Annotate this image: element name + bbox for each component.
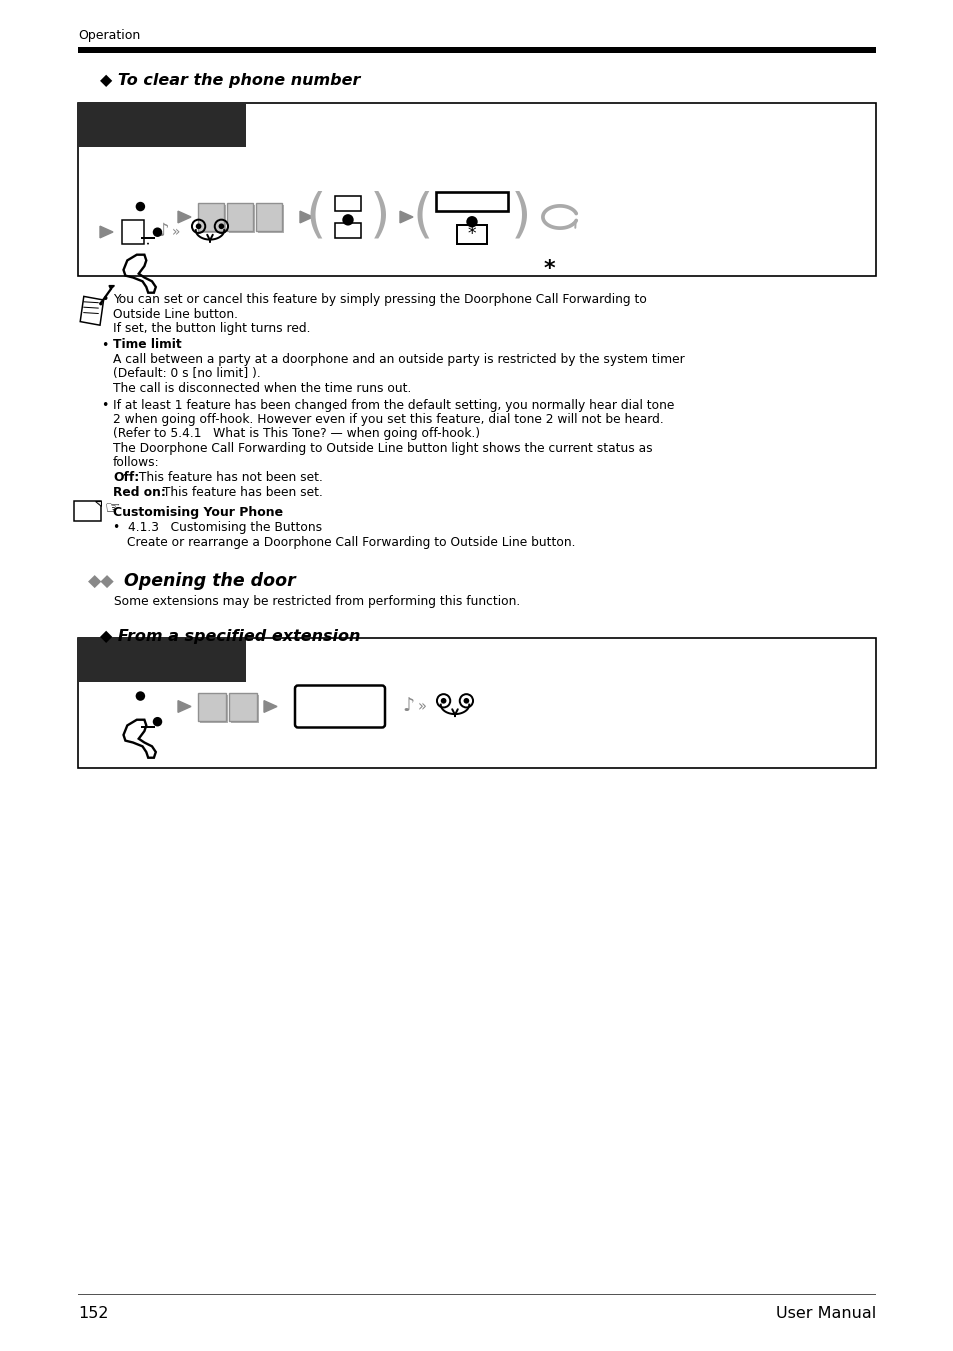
Text: If set, the button light turns red.: If set, the button light turns red. bbox=[112, 322, 310, 335]
Bar bbox=[78, 638, 246, 681]
Text: You can set or cancel this feature by simply pressing the Doorphone Call Forward: You can set or cancel this feature by si… bbox=[112, 293, 646, 305]
Circle shape bbox=[218, 223, 224, 230]
Polygon shape bbox=[80, 296, 104, 326]
Polygon shape bbox=[299, 211, 313, 223]
Bar bbox=[436, 192, 508, 211]
Circle shape bbox=[135, 201, 145, 211]
Bar bbox=[78, 103, 875, 276]
Circle shape bbox=[152, 717, 162, 727]
Bar bbox=[335, 223, 361, 238]
Circle shape bbox=[466, 216, 477, 227]
Text: Off:: Off: bbox=[112, 471, 139, 484]
Text: ): ) bbox=[370, 190, 390, 243]
Circle shape bbox=[135, 692, 145, 701]
Text: *: * bbox=[467, 226, 476, 243]
Text: »: » bbox=[172, 226, 180, 239]
Text: ◆◆: ◆◆ bbox=[88, 573, 114, 590]
FancyBboxPatch shape bbox=[294, 685, 385, 727]
Text: A call between a party at a doorphone and an outside party is restricted by the : A call between a party at a doorphone an… bbox=[112, 353, 684, 366]
Text: ◆ To clear the phone number: ◆ To clear the phone number bbox=[100, 73, 360, 89]
Bar bbox=[78, 103, 246, 147]
Text: Opening the door: Opening the door bbox=[118, 573, 295, 590]
Text: •: • bbox=[101, 339, 109, 351]
Text: (Default: 0 s [no limit] ).: (Default: 0 s [no limit] ). bbox=[112, 367, 260, 381]
Text: •  4.1.3   Customising the Buttons: • 4.1.3 Customising the Buttons bbox=[112, 521, 322, 535]
Text: User Manual: User Manual bbox=[775, 1305, 875, 1320]
Bar bbox=[198, 203, 224, 231]
Text: •: • bbox=[101, 399, 109, 412]
Bar bbox=[227, 203, 253, 231]
Bar bbox=[200, 205, 226, 232]
Circle shape bbox=[463, 698, 469, 704]
Text: If at least 1 feature has been changed from the default setting, you normally he: If at least 1 feature has been changed f… bbox=[112, 399, 674, 412]
Text: ): ) bbox=[511, 190, 531, 243]
Bar bbox=[229, 693, 256, 720]
Text: 152: 152 bbox=[78, 1305, 109, 1320]
Text: *: * bbox=[542, 259, 555, 280]
Text: Customising Your Phone: Customising Your Phone bbox=[112, 507, 283, 519]
Text: Time limit: Time limit bbox=[112, 339, 181, 351]
Circle shape bbox=[99, 301, 103, 305]
Text: Red on:: Red on: bbox=[112, 485, 166, 499]
Text: (Refer to 5.4.1   What is This Tone? — when going off-hook.): (Refer to 5.4.1 What is This Tone? — whe… bbox=[112, 427, 479, 440]
Circle shape bbox=[342, 215, 354, 226]
Bar bbox=[229, 205, 254, 232]
Circle shape bbox=[152, 227, 162, 236]
Polygon shape bbox=[399, 211, 413, 223]
Text: ◆ From a specified extension: ◆ From a specified extension bbox=[100, 630, 360, 644]
Circle shape bbox=[440, 698, 446, 704]
Text: The Doorphone Call Forwarding to Outside Line button light shows the current sta: The Doorphone Call Forwarding to Outside… bbox=[112, 442, 652, 455]
Text: (: ( bbox=[305, 190, 326, 243]
Text: (: ( bbox=[412, 190, 433, 243]
Bar bbox=[198, 693, 226, 720]
Polygon shape bbox=[95, 501, 100, 507]
Bar bbox=[255, 203, 282, 231]
Polygon shape bbox=[178, 211, 191, 223]
Text: This feature has been set.: This feature has been set. bbox=[159, 485, 322, 499]
Bar bbox=[200, 694, 228, 723]
Bar bbox=[122, 220, 144, 243]
Bar bbox=[231, 694, 258, 723]
Bar bbox=[257, 205, 284, 232]
Bar bbox=[78, 47, 875, 53]
Text: 2 when going off-hook. However even if you set this feature, dial tone 2 will no: 2 when going off-hook. However even if y… bbox=[112, 413, 663, 426]
Polygon shape bbox=[100, 226, 112, 238]
Text: •: • bbox=[101, 293, 109, 305]
Text: ♪: ♪ bbox=[401, 696, 414, 715]
Bar bbox=[73, 501, 100, 520]
Text: »: » bbox=[416, 698, 426, 713]
Text: ☞: ☞ bbox=[104, 500, 120, 517]
Polygon shape bbox=[178, 701, 191, 712]
Circle shape bbox=[195, 223, 201, 230]
Text: Operation: Operation bbox=[78, 30, 140, 42]
Text: This feature has not been set.: This feature has not been set. bbox=[135, 471, 322, 484]
Text: Outside Line button.: Outside Line button. bbox=[112, 308, 237, 320]
Text: follows:: follows: bbox=[112, 457, 159, 470]
Text: Some extensions may be restricted from performing this function.: Some extensions may be restricted from p… bbox=[113, 594, 519, 608]
Text: Create or rearrange a Doorphone Call Forwarding to Outside Line button.: Create or rearrange a Doorphone Call For… bbox=[127, 536, 575, 549]
Bar bbox=[78, 638, 875, 767]
Bar bbox=[78, 1293, 875, 1296]
Text: The call is disconnected when the time runs out.: The call is disconnected when the time r… bbox=[112, 382, 411, 394]
Polygon shape bbox=[264, 701, 276, 712]
Polygon shape bbox=[109, 285, 114, 289]
Bar bbox=[335, 196, 361, 211]
Text: ♪: ♪ bbox=[157, 222, 169, 240]
Bar bbox=[456, 224, 487, 243]
